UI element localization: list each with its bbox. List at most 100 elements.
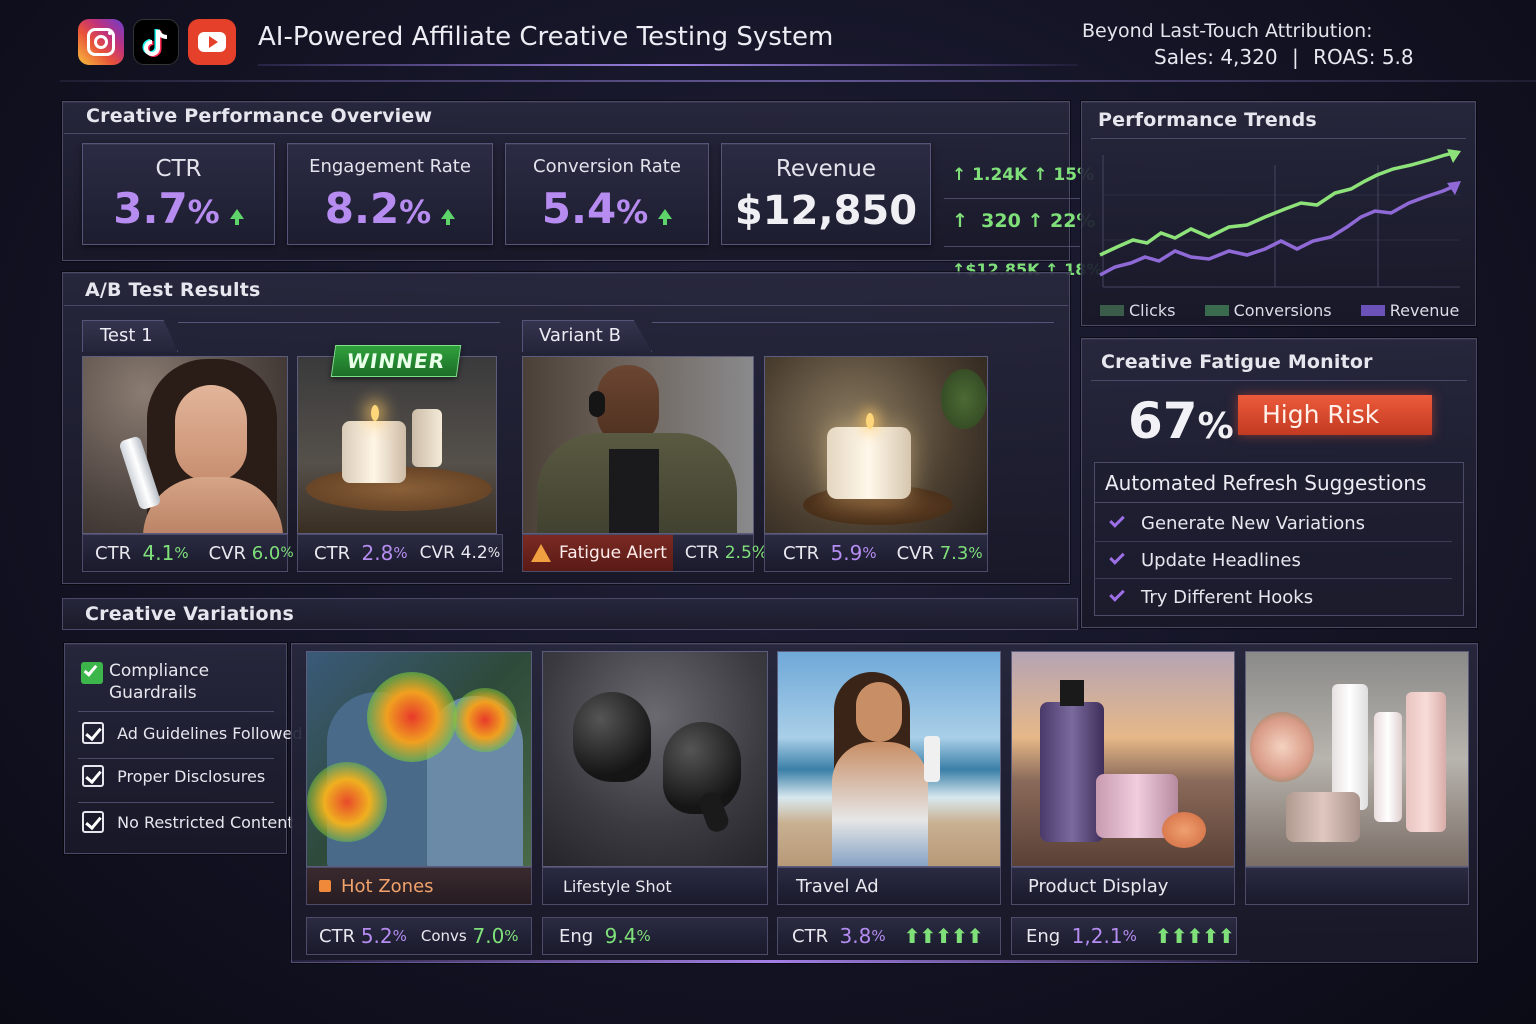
flame-shape (866, 413, 874, 429)
trends-title-rule (1091, 138, 1466, 139)
chart-gridlines (1102, 155, 1460, 288)
head-shape (597, 365, 659, 445)
roas-value: ROAS: 5.8 (1313, 45, 1414, 69)
compliance-rule (78, 802, 274, 803)
variation-label-bar: Travel Ad (777, 867, 1001, 905)
ab-creative-image[interactable] (82, 356, 288, 534)
attribution-stats: Sales: 4,320 | ROAS: 5.8 (1154, 45, 1414, 69)
variation-label-bar: Hot Zones (306, 867, 532, 905)
suggestions-box (1094, 462, 1464, 616)
overview-title-rule (64, 133, 1068, 134)
bottle-shape (1374, 712, 1402, 822)
candle-shape (412, 409, 442, 467)
ab-title-rule (64, 305, 1068, 306)
check-icon (1109, 549, 1125, 565)
up-arrow-icon (441, 209, 456, 225)
legend-item: Conversions (1204, 301, 1332, 320)
compliance-item[interactable]: Ad Guidelines Followed (82, 722, 302, 744)
suggestions-title-rule (1095, 502, 1463, 503)
legend-swatch (1204, 305, 1229, 316)
kpi-conversion-rate[interactable]: Conversion Rate 5.4% (505, 143, 709, 245)
hot-zones-icon (319, 880, 331, 892)
kpi-engagement-rate[interactable]: Engagement Rate 8.2% (287, 143, 493, 245)
plant-shape (941, 369, 987, 429)
checkbox-icon[interactable] (82, 765, 104, 787)
clicks-line (1099, 150, 1458, 257)
tiktok-icon[interactable] (133, 19, 179, 65)
variations-header (62, 598, 1078, 630)
fatigue-title-rule (1091, 380, 1467, 381)
bottle-shape (1406, 692, 1446, 832)
bottom-glow-line (290, 960, 1250, 963)
rating-arrows-icon: ⬆⬆⬆⬆⬆ (1154, 924, 1235, 948)
checkbox-icon[interactable] (82, 722, 104, 744)
kpi-value: 5.4% (506, 184, 708, 233)
delta-divider (944, 246, 1080, 247)
title-underline (258, 64, 1078, 66)
up-arrow-icon (229, 209, 244, 225)
overview-title: Creative Performance Overview (86, 105, 433, 127)
variation-image[interactable] (542, 651, 768, 867)
variation-image[interactable] (1011, 651, 1235, 867)
tab-variant-b[interactable]: Variant B (522, 320, 652, 352)
revenue-arrow-icon (1447, 181, 1461, 195)
legend-swatch (1100, 305, 1124, 316)
variation-image[interactable] (306, 651, 532, 867)
ab-title: A/B Test Results (85, 279, 261, 301)
kpi-label: Revenue (775, 156, 877, 182)
compliance-item[interactable]: Proper Disclosures (82, 765, 265, 787)
earbud-shape (573, 692, 651, 782)
app-title: AI-Powered Affiliate Creative Testing Sy… (258, 22, 834, 52)
variation-image[interactable] (777, 651, 1001, 867)
suggestion-item[interactable]: Update Headlines (1094, 543, 1452, 579)
candle-shape (342, 421, 406, 483)
kpi-ctr[interactable]: CTR 3.7% (82, 143, 275, 245)
youtube-icon[interactable] (188, 19, 236, 65)
flame-shape (371, 405, 379, 421)
risk-label: High Risk (1262, 400, 1380, 429)
tab-label: Test 1 (100, 325, 153, 346)
tab-test-1[interactable]: Test 1 (82, 320, 178, 352)
kpi-value: $12,850 (734, 188, 918, 234)
jar-shape (1286, 792, 1360, 842)
tab-rule (178, 322, 500, 323)
header-divider (60, 80, 1536, 82)
flower-shape (1162, 812, 1206, 848)
heat-zone (453, 688, 517, 752)
up-arrow-icon (658, 209, 673, 225)
kpi-label: Engagement Rate (309, 156, 471, 177)
ab-metrics: Fatigue Alert CTR 2.5% (522, 534, 768, 572)
delta-row: ↑ 1.24K ↑ 15% (952, 165, 1095, 185)
suggestion-item[interactable]: Generate New Variations (1094, 506, 1452, 542)
kpi-revenue[interactable]: Revenue $12,850 (721, 143, 931, 245)
legend-item: Clicks (1100, 301, 1175, 320)
jar-shape (827, 427, 911, 499)
face-shape (856, 682, 902, 742)
winner-label: WINNER (345, 349, 447, 373)
check-icon (1109, 512, 1125, 528)
flower-shape (1250, 712, 1314, 782)
suggestions-title: Automated Refresh Suggestions (1105, 471, 1427, 495)
ab-creative-image[interactable] (764, 356, 988, 534)
compliance-item[interactable]: No Restricted Content (82, 811, 294, 833)
ab-creative-image[interactable] (522, 356, 754, 534)
high-risk-badge: High Risk (1238, 395, 1432, 435)
rating-arrows-icon: ⬆⬆⬆⬆⬆ (903, 924, 984, 948)
clicks-arrow-icon (1447, 149, 1461, 163)
variation-metrics: CTR 5.2% Convs 7.0% (306, 917, 532, 955)
variation-metrics: Eng 1,2.1% ⬆⬆⬆⬆⬆ (1011, 917, 1237, 955)
fatigue-alert-badge[interactable]: Fatigue Alert (523, 535, 673, 571)
variations-title: Creative Variations (85, 603, 294, 625)
instagram-icon[interactable] (78, 19, 124, 65)
ab-metrics: CTR 2.8% CVR 4.2% (297, 534, 503, 572)
cap-shape (1060, 680, 1084, 706)
fatigue-value: 67% (1128, 392, 1234, 450)
legend-swatch (1360, 305, 1385, 316)
legend-item: Revenue (1360, 301, 1459, 320)
compliance-rule (78, 758, 274, 759)
winner-badge: WINNER (330, 345, 462, 377)
suggestion-item[interactable]: Try Different Hooks (1094, 580, 1452, 616)
checkbox-icon[interactable] (82, 811, 104, 833)
variation-image[interactable] (1245, 651, 1469, 867)
ab-creative-image[interactable] (297, 356, 497, 534)
